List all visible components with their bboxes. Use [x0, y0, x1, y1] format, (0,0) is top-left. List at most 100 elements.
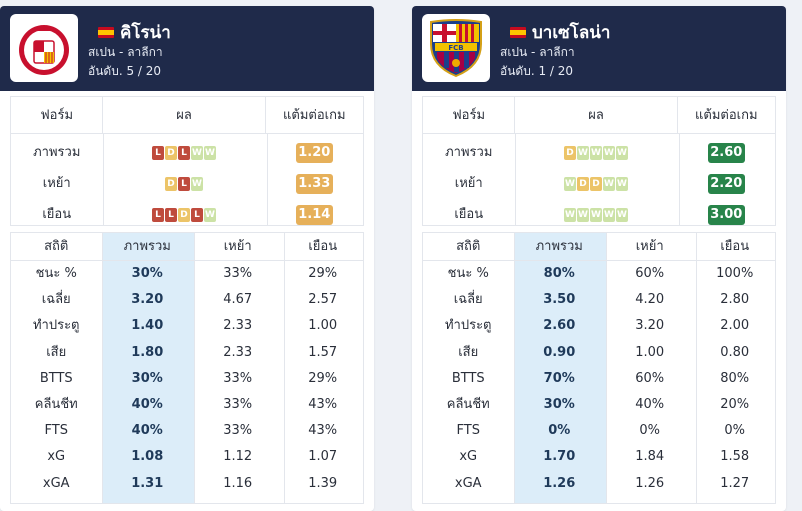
form-row-label: ภาพรวม — [33, 145, 81, 160]
stats-row: ชนะ % 30% 33% 29% — [11, 261, 363, 287]
ppg-cell: 1.14 — [266, 199, 363, 230]
stat-overall: 80% — [543, 266, 575, 281]
stat-home: 3.20 — [635, 318, 665, 334]
divider — [514, 233, 515, 503]
stats-table-header: สถิติ ภาพรวม เหย้า เยือน — [423, 233, 775, 260]
result-badge: W — [616, 207, 629, 222]
result-badge: W — [616, 145, 629, 160]
divider — [423, 260, 775, 261]
divider — [103, 134, 104, 225]
stat-away: 2.00 — [720, 318, 750, 334]
team-card-girona: คิโรน่า สเปน - ลาลีกา อันดับ. 5 / 20 ฟอร… — [0, 6, 374, 511]
divider — [11, 260, 363, 261]
stat-label: เสีย — [46, 344, 67, 360]
ppg-cell: 1.20 — [266, 137, 363, 168]
stat-overall: 1.08 — [131, 449, 164, 465]
stat-label: BTTS — [451, 370, 485, 386]
stat-away: 43% — [308, 423, 338, 439]
stats-row: เฉลี่ย 3.50 4.20 2.80 — [423, 287, 775, 313]
barcelona-crest-icon: FCB — [430, 19, 482, 78]
svg-text:FCB: FCB — [448, 44, 463, 52]
stat-home: 0% — [639, 423, 661, 439]
stat-label: ชนะ % — [35, 266, 77, 281]
stat-away: 29% — [308, 370, 338, 386]
form-header-result: ผล — [514, 97, 678, 133]
stat-overall: 0% — [548, 423, 571, 439]
ppg-cell: 3.00 — [678, 199, 775, 230]
team-meta: สเปน - ลาลีกา อันดับ. 5 / 20 — [78, 43, 163, 81]
result-badge: D — [590, 176, 603, 191]
ppg-badge: 1.33 — [295, 173, 333, 194]
stats-header-stat: สถิติ — [456, 239, 481, 254]
stat-label: เฉลี่ย — [41, 292, 71, 308]
stat-label: เสีย — [458, 344, 479, 360]
form-row: เหย้า D L W 1.33 — [11, 168, 363, 199]
team-header: คิโรน่า สเปน - ลาลีกา อันดับ. 5 / 20 — [0, 6, 374, 91]
stat-overall: 30% — [543, 397, 575, 412]
result-badge: L — [152, 145, 165, 160]
stat-away: 29% — [308, 266, 338, 281]
stats-table-header: สถิติ ภาพรวม เหย้า เยือน — [11, 233, 363, 260]
team-header: FCB บาเซโลน่า สเปน - ลาลีกา อันดับ. 1 / … — [412, 6, 786, 91]
form-table: ฟอร์ม ผล แต้มต่อเกม ภาพรวม D W W W W 2.60 เหย้า… — [422, 96, 776, 226]
ppg-cell: 2.60 — [678, 137, 775, 168]
team-name: บาเซโลน่า — [532, 23, 611, 43]
stats-row: ทำประตู 1.40 2.33 1.00 — [11, 313, 363, 339]
stats-table: สถิติ ภาพรวม เหย้า เยือน ชนะ % 80% 60% 100%… — [422, 232, 776, 504]
stats-row: xG 1.08 1.12 1.07 — [11, 444, 363, 470]
stats-header-overall: ภาพรวม — [123, 239, 171, 254]
stat-label: ทำประตู — [32, 318, 80, 334]
result-badge: W — [204, 207, 217, 222]
result-badge: W — [603, 207, 616, 222]
spain-flag-icon — [510, 27, 526, 38]
ppg-badge: 1.14 — [295, 204, 333, 225]
stats-row: FTS 0% 0% 0% — [423, 418, 775, 444]
ppg-badge: 2.60 — [707, 142, 745, 163]
stat-away: 1.39 — [308, 475, 338, 491]
stat-away: 0.80 — [720, 344, 750, 360]
form-header-form: ฟอร์ม — [40, 108, 74, 123]
result-badge: W — [603, 176, 616, 191]
result-badge: L — [152, 207, 165, 222]
divider — [284, 233, 285, 503]
stat-overall: 70% — [543, 370, 575, 386]
stats-row: ทำประตู 2.60 3.20 2.00 — [423, 313, 775, 339]
form-table-header: ฟอร์ม ผล แต้มต่อเกม — [423, 97, 775, 134]
form-header-ppg: แต้มต่อเกม — [695, 107, 758, 123]
divider — [679, 134, 680, 225]
stats-row: xGA 1.31 1.16 1.39 — [11, 471, 363, 497]
stats-row: FTS 40% 33% 43% — [11, 418, 363, 444]
team-logo — [10, 14, 78, 82]
result-badge: D — [165, 176, 178, 191]
divider — [606, 233, 607, 503]
divider — [696, 233, 697, 503]
stat-label: FTS — [456, 423, 480, 439]
form-row-label: เยือน — [42, 207, 72, 222]
result-badge: W — [191, 176, 204, 191]
stat-away: 100% — [716, 266, 754, 281]
ppg-badge: 3.00 — [707, 204, 745, 225]
team-card-barcelona: FCB บาเซโลน่า สเปน - ลาลีกา อันดับ. 1 / … — [412, 6, 786, 511]
result-badge: L — [178, 145, 191, 160]
stat-overall: 40% — [131, 397, 163, 412]
divider — [267, 134, 268, 225]
stat-away: 20% — [720, 397, 750, 412]
stat-home: 1.26 — [635, 475, 665, 491]
stats-header-stat: สถิติ — [44, 239, 69, 254]
stat-overall: 1.80 — [131, 344, 164, 360]
stat-home: 4.20 — [635, 292, 665, 308]
result-badge: L — [191, 207, 204, 222]
result-badge: W — [564, 176, 577, 191]
stat-overall: 3.20 — [131, 292, 164, 308]
form-row: เหย้า W D D W W 2.20 — [423, 168, 775, 199]
stats-row: BTTS 70% 60% 80% — [423, 366, 775, 392]
stats-row: xGA 1.26 1.26 1.27 — [423, 471, 775, 497]
stat-overall: 30% — [131, 266, 163, 281]
stat-overall: 1.70 — [543, 449, 576, 465]
stat-home: 60% — [635, 266, 665, 281]
stat-label: เฉลี่ย — [453, 292, 483, 308]
stat-home: 60% — [635, 370, 665, 386]
